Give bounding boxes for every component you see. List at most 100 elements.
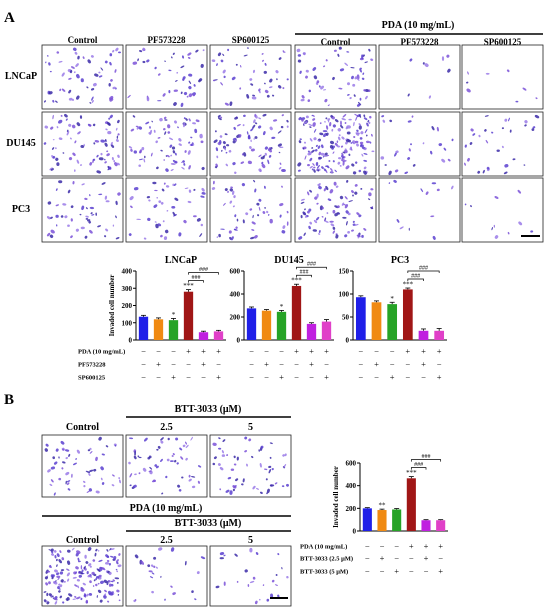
stained-cell xyxy=(316,193,319,198)
stained-cell xyxy=(286,576,289,579)
stained-cell xyxy=(328,160,331,162)
stained-cell xyxy=(284,453,287,457)
stained-cell xyxy=(322,155,325,158)
stained-cell xyxy=(88,592,93,596)
stained-cell xyxy=(128,437,134,440)
stained-cell xyxy=(188,474,191,478)
stained-cell xyxy=(263,185,266,189)
stained-cell xyxy=(133,150,137,154)
stained-cell xyxy=(424,63,429,67)
stained-cell xyxy=(89,469,94,472)
condition-sign: + xyxy=(380,553,385,563)
condition-sign: + xyxy=(201,359,206,369)
stained-cell xyxy=(110,555,114,558)
stained-cell xyxy=(52,456,56,460)
stained-cell xyxy=(158,547,163,551)
stained-cell xyxy=(262,113,267,117)
stained-cell xyxy=(195,49,199,53)
micrograph-image xyxy=(41,177,124,243)
stained-cell xyxy=(355,116,358,121)
stained-cell xyxy=(106,121,111,126)
stained-cell xyxy=(191,142,194,145)
stained-cell xyxy=(216,155,219,159)
stained-cell xyxy=(494,235,499,239)
stained-cell xyxy=(228,150,232,153)
stained-cell xyxy=(222,53,225,56)
condition-sign: + xyxy=(216,372,221,382)
stained-cell xyxy=(144,155,146,159)
stained-cell xyxy=(317,139,320,142)
stained-cell xyxy=(59,550,62,553)
stained-cell xyxy=(345,165,350,170)
stained-cell xyxy=(170,56,173,59)
stained-cell xyxy=(339,68,345,72)
stained-cell xyxy=(246,93,250,99)
stained-cell xyxy=(212,180,215,185)
stained-cell xyxy=(250,128,254,132)
stained-cell xyxy=(315,216,320,221)
stained-cell xyxy=(151,590,154,594)
stained-cell xyxy=(106,559,110,563)
stained-cell xyxy=(100,580,104,584)
micrograph-frame xyxy=(209,44,292,110)
stained-cell xyxy=(266,210,269,214)
bracket-label: ### xyxy=(411,274,420,280)
stained-cell xyxy=(45,61,47,64)
condition-sign: − xyxy=(405,372,410,382)
micrograph-frame xyxy=(378,177,461,243)
significance-bracket xyxy=(188,272,219,275)
stained-cell xyxy=(51,147,55,150)
condition-sign: + xyxy=(216,346,221,356)
stained-cell xyxy=(321,144,324,149)
stained-cell xyxy=(127,94,131,99)
stained-cell xyxy=(130,205,133,209)
stained-cell xyxy=(330,223,335,227)
stained-cell xyxy=(522,87,527,91)
stained-cell xyxy=(116,162,120,166)
stained-cell xyxy=(239,64,242,68)
stained-cell xyxy=(112,86,116,90)
stained-cell xyxy=(303,121,308,125)
stained-cell xyxy=(267,147,271,151)
stained-cell xyxy=(146,59,150,63)
micrograph-frame xyxy=(209,111,292,177)
stained-cell xyxy=(68,453,71,457)
stained-cell xyxy=(77,132,80,135)
stained-cell xyxy=(143,158,146,163)
stained-cell xyxy=(173,183,177,186)
stained-cell xyxy=(136,127,139,130)
stained-cell xyxy=(215,147,219,152)
significance-bracket xyxy=(296,266,327,270)
stained-cell xyxy=(342,160,345,166)
stained-cell xyxy=(193,84,196,87)
stained-cell xyxy=(107,165,110,168)
stained-cell xyxy=(256,202,260,206)
stained-cell xyxy=(322,130,328,133)
stained-cell xyxy=(232,488,236,492)
stained-cell xyxy=(51,551,54,554)
stained-cell xyxy=(169,144,173,148)
stained-cell xyxy=(97,589,102,594)
stained-cell xyxy=(104,235,107,238)
stained-cell xyxy=(130,128,135,132)
stained-cell xyxy=(243,54,248,57)
stained-cell xyxy=(191,476,196,478)
stained-cell xyxy=(464,144,467,148)
stained-cell xyxy=(108,571,112,576)
stained-cell xyxy=(384,164,387,166)
stained-cell xyxy=(261,59,265,62)
micrograph-image xyxy=(125,44,208,110)
stained-cell xyxy=(447,158,451,162)
stained-cell xyxy=(336,205,340,209)
stained-cell xyxy=(212,79,216,82)
stained-cell xyxy=(232,162,236,166)
stained-cell xyxy=(351,229,354,232)
condition-sign: + xyxy=(324,346,329,356)
stained-cell xyxy=(235,478,239,482)
stained-cell xyxy=(185,118,188,121)
stained-cell xyxy=(485,72,490,75)
stained-cell xyxy=(74,51,78,55)
stained-cell xyxy=(172,183,175,187)
bar xyxy=(276,311,287,340)
stained-cell xyxy=(342,151,346,154)
